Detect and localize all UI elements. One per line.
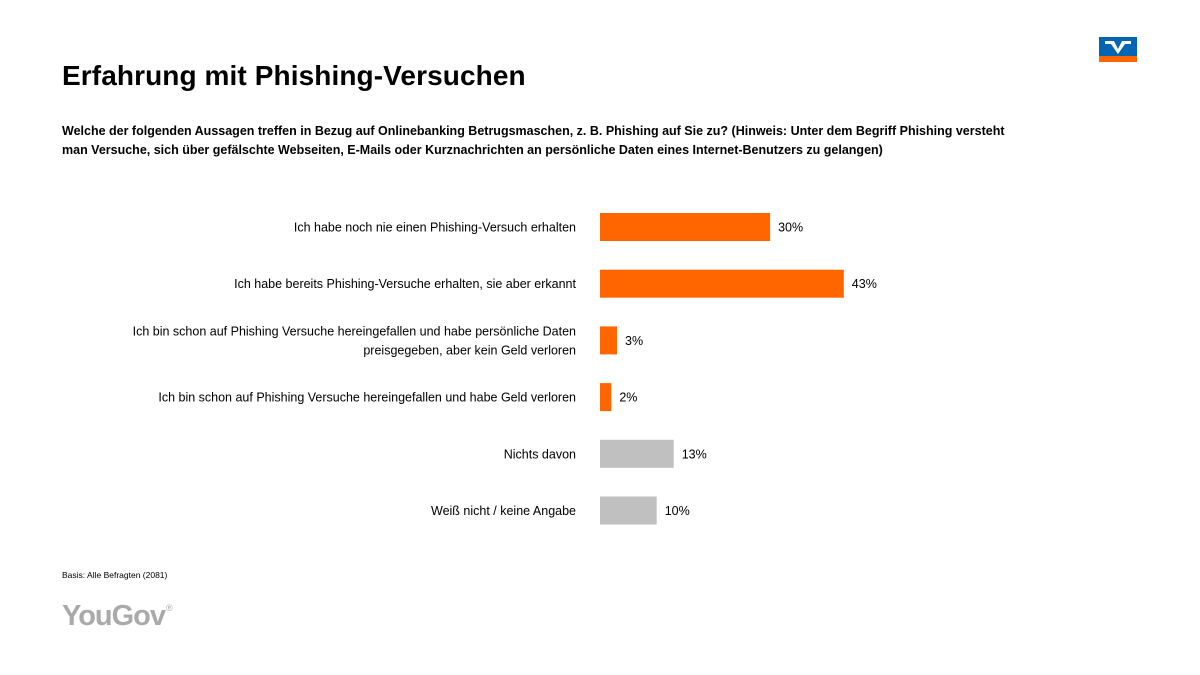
category-label-3: Ich bin schon auf Phishing Versuche here… xyxy=(158,391,576,405)
value-label-0: 30% xyxy=(778,221,803,235)
logo-v-mark xyxy=(1105,41,1131,54)
yougov-wordmark: YouGov xyxy=(62,600,166,632)
survey-question: Welche der folgenden Aussagen treffen in… xyxy=(62,124,1005,157)
category-label-1: Ich habe bereits Phishing-Versuche erhal… xyxy=(234,277,576,291)
bar-3 xyxy=(600,383,612,412)
value-label-4: 13% xyxy=(682,447,707,461)
value-label-2: 3% xyxy=(625,334,643,348)
category-label-2-line-1: preisgegeben, aber kein Geld verloren xyxy=(363,343,576,357)
category-label-4: Nichts davon xyxy=(504,447,576,461)
yougov-logo: YouGov® xyxy=(62,600,173,633)
bar-2 xyxy=(600,326,618,355)
logo-orange-band xyxy=(1099,56,1137,62)
registered-mark: ® xyxy=(166,603,173,613)
volksbank-logo xyxy=(1099,37,1137,62)
category-label-2-line-0: Ich bin schon auf Phishing Versuche here… xyxy=(133,324,576,338)
value-label-1: 43% xyxy=(852,277,877,291)
category-label-0: Ich habe noch nie einen Phishing-Versuch… xyxy=(294,221,576,235)
value-label-3: 2% xyxy=(619,391,637,405)
value-label-5: 10% xyxy=(665,504,690,518)
bar-5 xyxy=(600,496,657,525)
bar-4 xyxy=(600,439,674,468)
basis-note: Basis: Alle Befragten (2081) xyxy=(62,570,168,580)
bar-1 xyxy=(600,269,844,298)
bar-0 xyxy=(600,213,771,241)
page-title: Erfahrung mit Phishing-Versuchen xyxy=(62,60,526,91)
category-label-5: Weiß nicht / keine Angabe xyxy=(431,504,576,518)
